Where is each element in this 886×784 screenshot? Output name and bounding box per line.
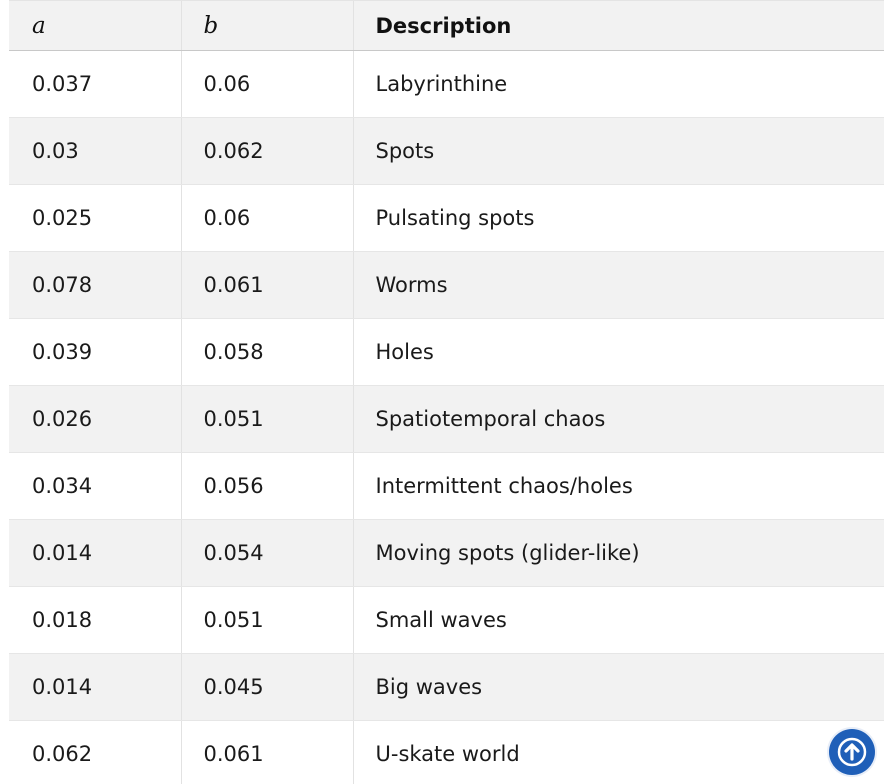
cell-b: 0.062 <box>180 117 353 185</box>
column-header-description: Description <box>352 0 884 51</box>
cell-a: 0.018 <box>9 586 181 654</box>
cell-a: 0.03 <box>9 117 181 185</box>
cell-description: Intermittent chaos/holes <box>352 452 884 520</box>
cell-a: 0.014 <box>9 519 181 587</box>
cell-description: Pulsating spots <box>352 184 884 252</box>
cell-b: 0.045 <box>180 653 353 721</box>
cell-b: 0.061 <box>180 251 353 319</box>
table-body: 0.037 0.06 Labyrinthine 0.03 0.062 Spots 0.025… <box>9 50 884 784</box>
cell-description: Worms <box>352 251 884 319</box>
cell-a: 0.014 <box>9 653 181 721</box>
cell-b: 0.061 <box>180 720 353 784</box>
cell-a: 0.034 <box>9 452 181 520</box>
parameter-table: a b Description 0.037 0.06 Labyrinthine 0.0… <box>9 0 884 784</box>
cell-description: Holes <box>352 318 884 386</box>
cell-a: 0.078 <box>9 251 181 319</box>
table-row: 0.034 0.056 Intermittent chaos/holes <box>9 452 884 520</box>
table-row: 0.037 0.06 Labyrinthine <box>9 50 884 118</box>
cell-a: 0.037 <box>9 50 181 118</box>
table-row: 0.026 0.051 Spatiotemporal chaos <box>9 385 884 453</box>
table-row: 0.025 0.06 Pulsating spots <box>9 184 884 252</box>
cell-b: 0.051 <box>180 385 353 453</box>
cell-a: 0.025 <box>9 184 181 252</box>
cell-b: 0.06 <box>180 184 353 252</box>
cell-b: 0.051 <box>180 586 353 654</box>
cell-description: Small waves <box>352 586 884 654</box>
table-row: 0.014 0.054 Moving spots (glider-like) <box>9 519 884 587</box>
table-row: 0.014 0.045 Big waves <box>9 653 884 721</box>
parameter-table-container: a b Description 0.037 0.06 Labyrinthine 0.0… <box>9 0 884 784</box>
table-row: 0.039 0.058 Holes <box>9 318 884 386</box>
cell-b: 0.06 <box>180 50 353 118</box>
scroll-to-top-button[interactable] <box>829 729 875 775</box>
cell-description: Spots <box>352 117 884 185</box>
cell-description: Big waves <box>352 653 884 721</box>
table-header-row: a b Description <box>9 0 884 51</box>
cell-b: 0.054 <box>180 519 353 587</box>
cell-a: 0.026 <box>9 385 181 453</box>
cell-description: Spatiotemporal chaos <box>352 385 884 453</box>
column-header-b: b <box>180 0 353 51</box>
table-row: 0.018 0.051 Small waves <box>9 586 884 654</box>
cell-description: U-skate world <box>352 720 884 784</box>
cell-b: 0.056 <box>180 452 353 520</box>
cell-description: Moving spots (glider-like) <box>352 519 884 587</box>
cell-a: 0.039 <box>9 318 181 386</box>
table-row: 0.03 0.062 Spots <box>9 117 884 185</box>
table-row: 0.078 0.061 Worms <box>9 251 884 319</box>
cell-description: Labyrinthine <box>352 50 884 118</box>
column-header-a: a <box>9 0 181 51</box>
cell-b: 0.058 <box>180 318 353 386</box>
arrow-up-icon <box>837 737 867 767</box>
table-row: 0.062 0.061 U-skate world <box>9 720 884 784</box>
cell-a: 0.062 <box>9 720 181 784</box>
